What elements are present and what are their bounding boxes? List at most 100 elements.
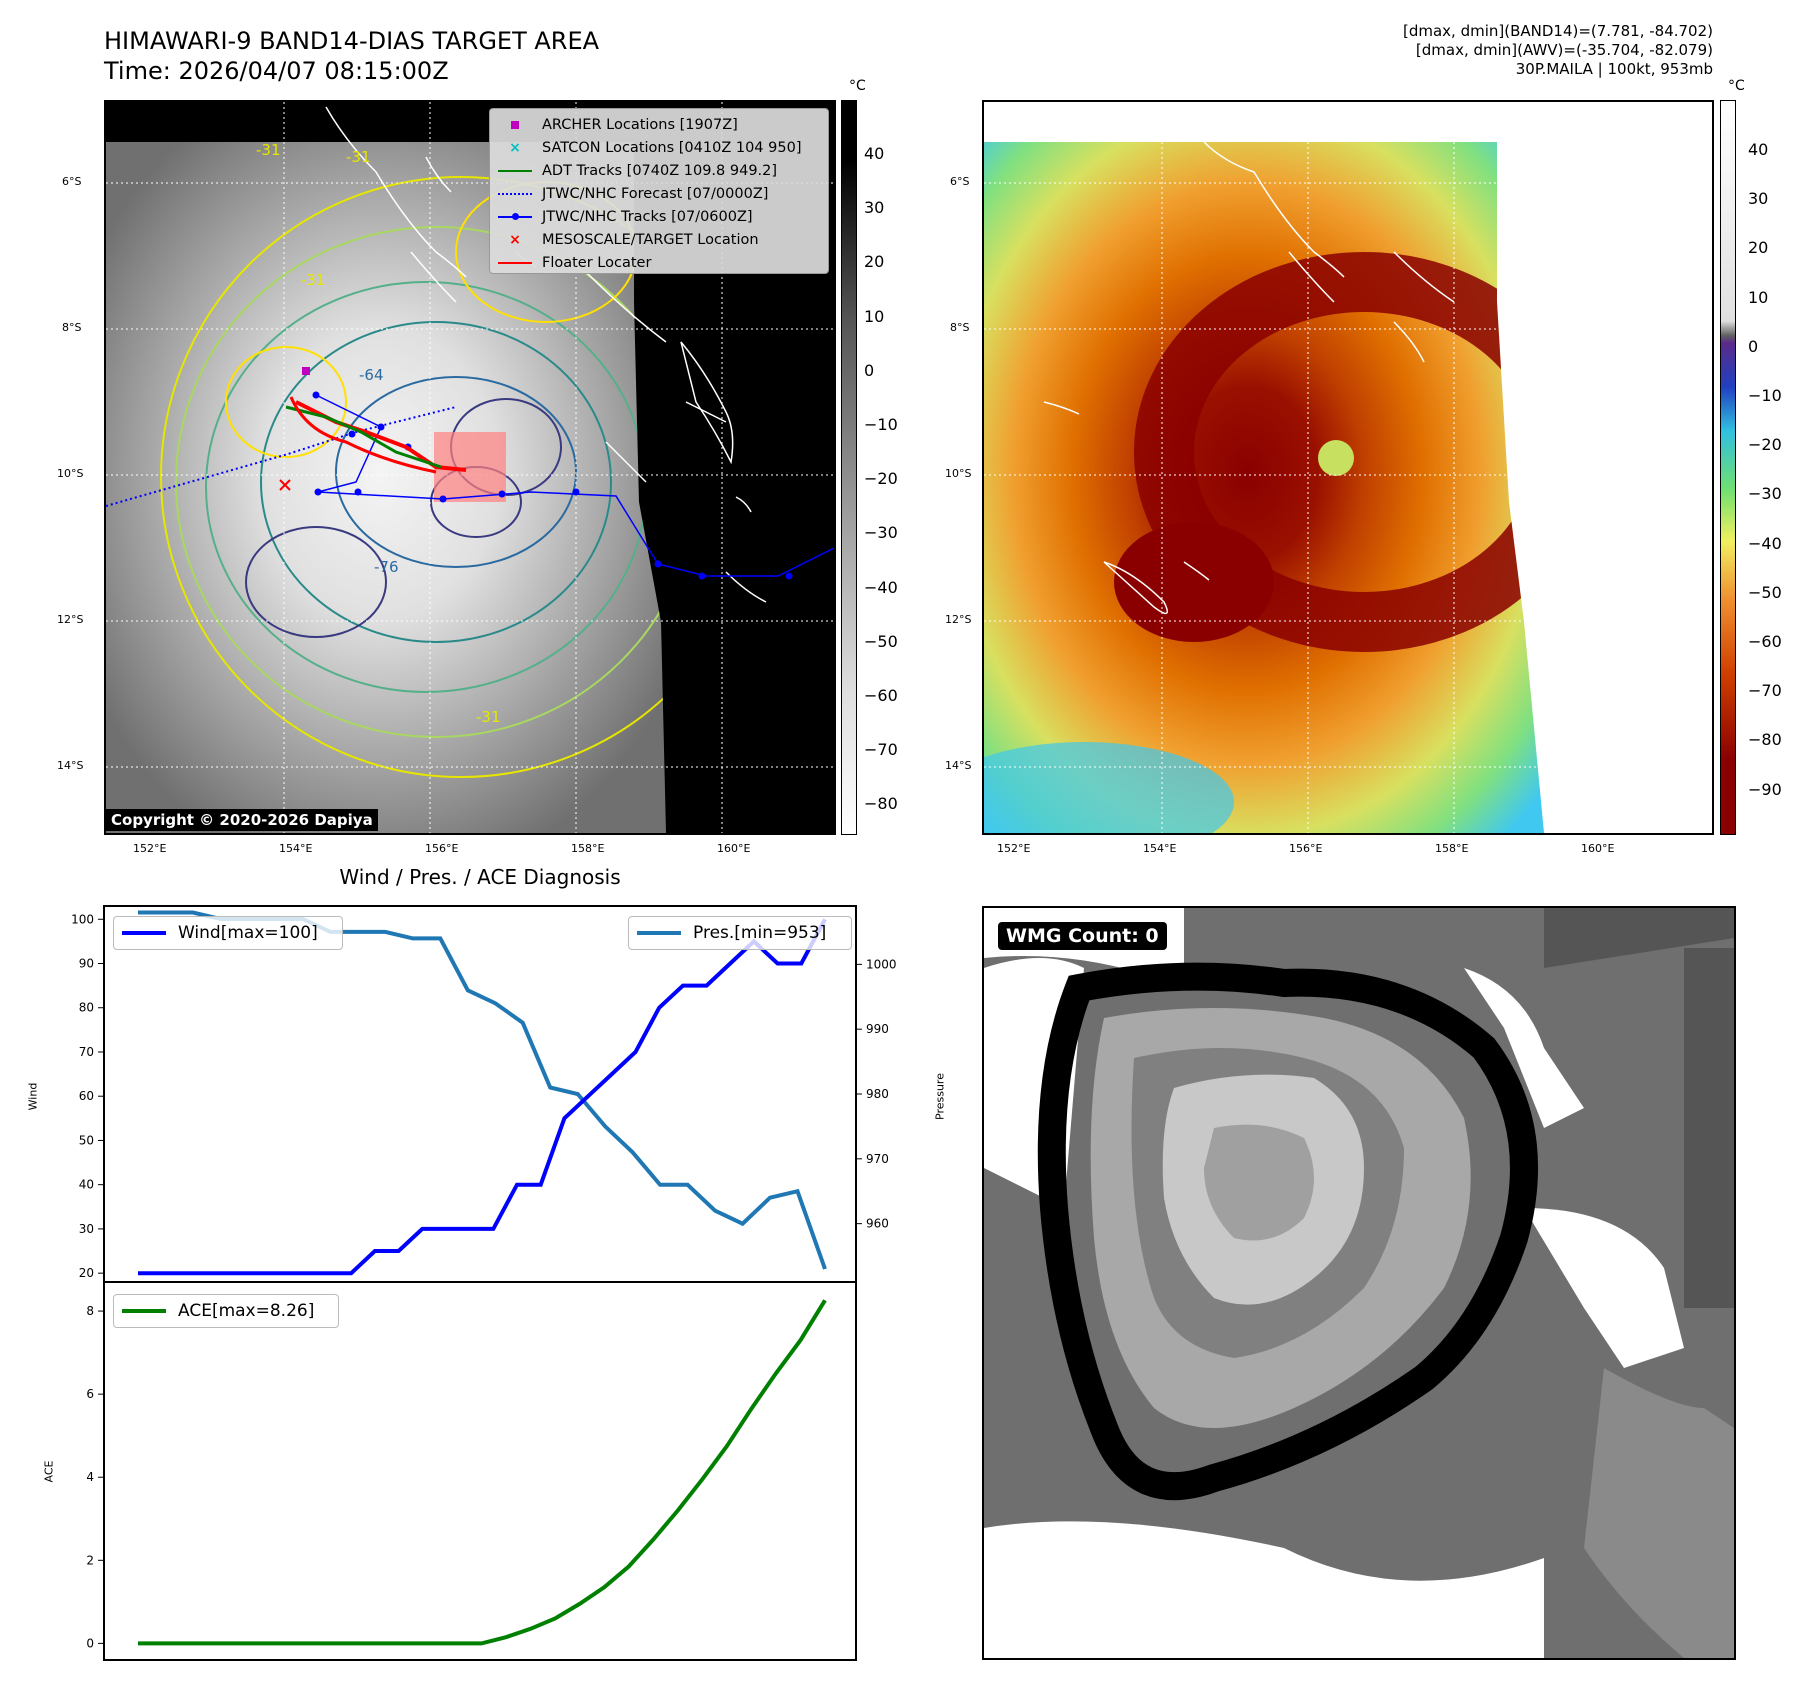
legend-item: JTWC/NHC Forecast [07/0000Z] xyxy=(496,182,822,205)
gray-tick-label: 0 xyxy=(864,360,875,380)
pressure-tick-label: 960 xyxy=(866,1217,889,1231)
diag-title: Wind / Pres. / ACE Diagnosis xyxy=(339,865,621,889)
title-line1: HIMAWARI-9 BAND14-DIAS TARGET AREA xyxy=(104,27,600,55)
contour-label: -31 xyxy=(476,708,501,726)
gray-colorbar xyxy=(841,100,857,835)
lon-label: 154°E xyxy=(279,842,313,855)
gray-colorbar-unit: °C xyxy=(849,78,866,94)
awv-tick-label: 0 xyxy=(1748,336,1759,356)
awv-map-image xyxy=(984,102,1712,833)
square-marker-icon xyxy=(496,115,534,135)
lon-label: 152°E xyxy=(997,842,1031,855)
lon-label: 160°E xyxy=(717,842,751,855)
awv-tick-label: −50 xyxy=(1748,582,1782,602)
x-marker-icon: × xyxy=(509,231,521,248)
map-legend: ARCHER Locations [1907Z] × SATCON Locati… xyxy=(489,108,829,274)
title-line2: Time: 2026/04/07 08:15:00Z xyxy=(104,57,449,85)
lon-label: 158°E xyxy=(1435,842,1469,855)
ace-tick-label: 4 xyxy=(86,1470,94,1484)
lon-label: 160°E xyxy=(1581,842,1615,855)
legend-label: JTWC/NHC Forecast [07/0000Z] xyxy=(542,185,769,202)
wind-tick-label: 60 xyxy=(79,1089,94,1103)
wind-tick-label: 30 xyxy=(79,1222,94,1236)
wind-tick-label: 40 xyxy=(79,1178,94,1192)
pres-legend: Pres.[min=953] xyxy=(628,916,852,950)
gray-tick-label: 20 xyxy=(864,252,885,272)
gray-tick-label: −20 xyxy=(864,469,898,489)
lat-label: 6°S xyxy=(62,175,82,188)
lon-label: 156°E xyxy=(1289,842,1323,855)
lon-label: 152°E xyxy=(133,842,167,855)
ace-legend: ACE[max=8.26] xyxy=(113,1294,339,1328)
ace-series-line xyxy=(138,1299,827,1646)
awv-tick-label: −40 xyxy=(1748,533,1782,553)
awv-tick-label: −10 xyxy=(1748,386,1782,405)
ace-axis-label: ACE xyxy=(42,1460,56,1483)
ace-tick-label: 6 xyxy=(86,1387,94,1401)
pres-legend-label: Pres.[min=953] xyxy=(693,923,827,943)
pres-legend-line-icon xyxy=(637,931,681,935)
awv-tick-label: −80 xyxy=(1748,730,1782,750)
ace-tick-label: 8 xyxy=(86,1304,94,1318)
dotted-line-icon xyxy=(496,184,534,204)
awv-tick-label: 20 xyxy=(1748,238,1769,258)
gray-tick-label: −30 xyxy=(864,523,898,543)
wmg-panel: WMG Count: 0 xyxy=(982,906,1736,1660)
x-marker-icon: × xyxy=(509,139,521,156)
copyright-label: Copyright © 2020-2026 Dapiya xyxy=(106,809,378,831)
wind-tick-label: 80 xyxy=(79,1001,94,1015)
ace-tick-label: 0 xyxy=(86,1636,94,1650)
gray-tick-label: −40 xyxy=(864,577,898,597)
lat-label: 10°S xyxy=(57,467,84,480)
lat-label: 8°S xyxy=(950,321,970,334)
awv-tick-label: −90 xyxy=(1748,779,1782,799)
wind-tick-label: 70 xyxy=(79,1045,94,1059)
line-marker-icon xyxy=(496,253,534,273)
gray-tick-label: −80 xyxy=(864,794,898,814)
wmg-count-label: WMG Count: 0 xyxy=(998,922,1167,950)
legend-item: × SATCON Locations [0410Z 104 950] xyxy=(496,136,822,159)
lat-label: 14°S xyxy=(57,759,84,772)
ace-legend-label: ACE[max=8.26] xyxy=(178,1301,315,1321)
legend-label: JTWC/NHC Tracks [07/0600Z] xyxy=(542,208,753,225)
awv-tick-label: 30 xyxy=(1748,189,1769,209)
gray-tick-label: −70 xyxy=(864,740,898,760)
legend-item: Floater Locater xyxy=(496,251,822,274)
stats-line3: 30P.MAILA | 100kt, 953mb xyxy=(1515,60,1713,78)
lon-label: 154°E xyxy=(1143,842,1177,855)
pressure-tick-label: 990 xyxy=(866,1022,889,1036)
ir-map-image: -31 -31 -31 -31 -64 -76 xyxy=(106,102,834,833)
wind-legend: Wind[max=100] xyxy=(113,916,343,950)
gray-tick-label: 40 xyxy=(864,144,885,163)
awv-tick-label: −70 xyxy=(1748,681,1782,701)
legend-label: SATCON Locations [0410Z 104 950] xyxy=(542,139,802,156)
legend-label: MESOSCALE/TARGET Location xyxy=(542,231,759,248)
gray-tick-label: −50 xyxy=(864,631,898,651)
lat-label: 12°S xyxy=(57,613,84,626)
lat-label: 12°S xyxy=(945,613,972,626)
awv-tick-label: −60 xyxy=(1748,632,1782,651)
legend-item: JTWC/NHC Tracks [07/0600Z] xyxy=(496,205,822,228)
awv-tick-label: −30 xyxy=(1748,484,1782,504)
line-marker-icon xyxy=(496,161,534,181)
line-dot-icon xyxy=(496,207,534,227)
ace-tick-label: 2 xyxy=(86,1553,94,1567)
ace-axes xyxy=(103,1281,857,1661)
wind-tick-label: 50 xyxy=(79,1133,94,1147)
wind-axis-label: Wind xyxy=(26,1082,40,1111)
legend-item: ARCHER Locations [1907Z] xyxy=(496,113,822,136)
awv-colorbar-unit: °C xyxy=(1728,78,1745,94)
contour-label: -31 xyxy=(346,148,371,166)
stats-line1: [dmax, dmin](BAND14)=(7.781, -84.702) xyxy=(1402,22,1713,40)
pressure-axis-label: Pressure xyxy=(933,1073,947,1120)
wind-legend-line-icon xyxy=(122,931,166,935)
stats-line2: [dmax, dmin](AWV)=(-35.704, -82.079) xyxy=(1415,41,1713,59)
wind-legend-label: Wind[max=100] xyxy=(178,923,318,943)
legend-label: ARCHER Locations [1907Z] xyxy=(542,116,738,133)
wind-series-line xyxy=(138,918,827,1276)
pressure-series-line xyxy=(138,910,827,1270)
contour-label: -64 xyxy=(359,366,384,384)
lon-label: 156°E xyxy=(425,842,459,855)
contour-label: -31 xyxy=(301,271,326,289)
legend-item: × MESOSCALE/TARGET Location xyxy=(496,228,822,251)
